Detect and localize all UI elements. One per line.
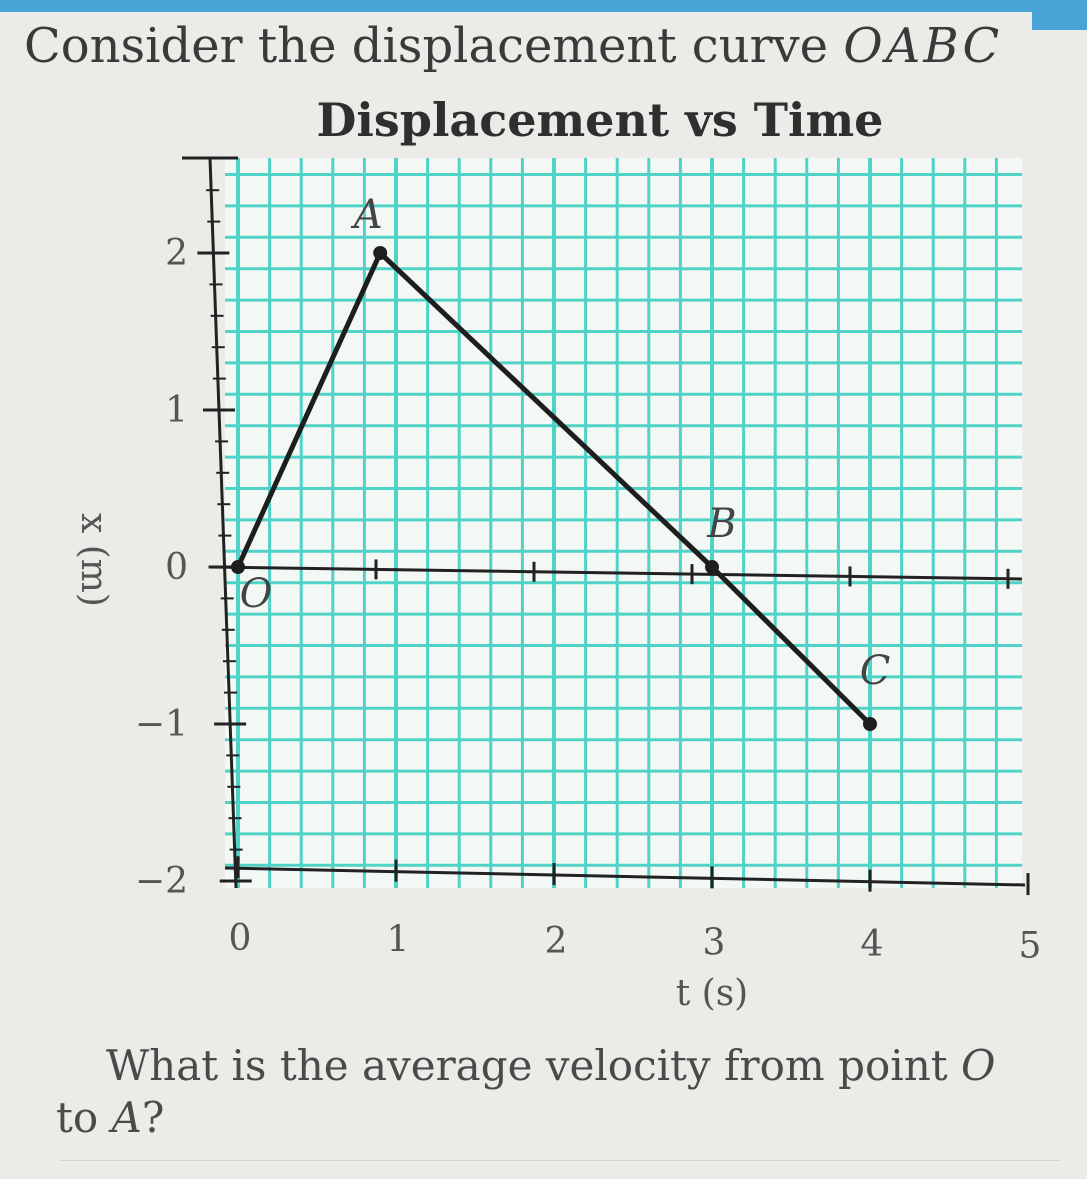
question-point-a: A [111,1093,142,1142]
y-axis-line [208,157,238,889]
point-label-a: A [350,192,383,238]
x-zero-axis-line [209,565,1023,581]
x-tick-label: 1 [387,920,410,961]
tick-labels: 0 1 2 3 4 5 2 1 0 −1 −2 [135,233,1042,967]
curve-name: OABC [843,18,1003,74]
prompt-label: Consider the displacement curve [24,18,844,74]
y-tick-label: −1 [135,704,188,745]
question-point-o: O [960,1041,996,1090]
x-tick-label: 2 [545,921,568,962]
y-tick-label: 2 [165,233,188,274]
series-segment [377,250,715,570]
data-point-c [863,717,877,731]
plot-area [225,158,1022,888]
x-tick-label: 0 [229,918,252,959]
series-segment [709,564,873,727]
x-tick-label: 3 [703,923,726,964]
question-mark: ? [141,1093,165,1142]
top-accent-bar [0,0,1087,12]
data-point-a [373,246,388,260]
grid-lines [225,158,1022,888]
question-line-1: What is the average velocity from point [106,1041,961,1090]
question-text: What is the average velocity from point … [56,1040,1066,1144]
question-line-2: to [56,1093,112,1142]
x-axis-label: t (s) [676,973,748,1014]
y-tick-label: 1 [165,390,188,431]
chart-title: Displacement vs Time [317,93,884,147]
series-group: O A B C [231,192,890,731]
x-tick-label: 4 [861,924,884,965]
y-tick-label: −2 [135,861,188,902]
x-tick-label: 5 [1019,926,1042,967]
y-tick-label: 0 [165,547,188,588]
series-segment [235,250,383,570]
top-accent-bar-corner [1032,0,1087,30]
prompt-text: Consider the displacement curve OABC [24,18,1002,74]
divider [60,1160,1060,1161]
y-axis-label: x (m) [73,513,114,607]
plot-background [225,158,1022,888]
point-label-b: B [706,501,736,547]
point-label-o: O [240,571,273,617]
data-point-b [705,560,719,574]
point-label-c: C [860,648,891,694]
axes [182,156,1030,896]
x-axis-line [224,866,1026,887]
data-point-o [231,560,245,574]
